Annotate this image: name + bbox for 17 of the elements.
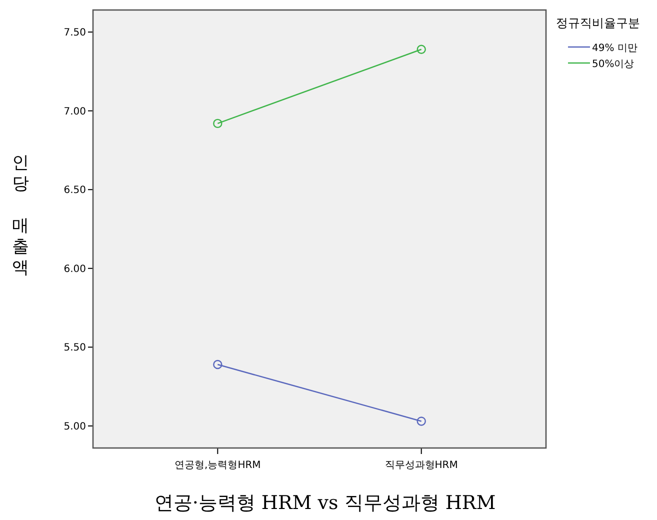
- legend-label: 49% 미만: [592, 43, 638, 54]
- legend-label: 50%이상: [592, 59, 634, 70]
- point: [213, 118, 222, 128]
- legend-title: 정규직비율구분: [556, 16, 640, 30]
- point: [416, 416, 426, 426]
- x-tick-label: 연공형,능력형HRM: [174, 460, 261, 471]
- x-tick-label: 직무성과형HRM: [384, 460, 458, 471]
- y-tick-label: 5.50: [64, 342, 86, 354]
- y-tick-label: 5.00: [64, 421, 86, 432]
- y-tick-label: 6.00: [64, 264, 86, 275]
- point: [416, 44, 426, 54]
- y-tick-label: 6.50: [64, 185, 86, 196]
- x-axis-title: 연공·능력형 HRM vs 직무성과형 HRM: [154, 492, 496, 514]
- y-tick-label: 7.00: [64, 106, 86, 118]
- y-tick-label: 7.50: [64, 28, 86, 39]
- point: [213, 360, 222, 370]
- text: 인당 매출액: [12, 153, 29, 278]
